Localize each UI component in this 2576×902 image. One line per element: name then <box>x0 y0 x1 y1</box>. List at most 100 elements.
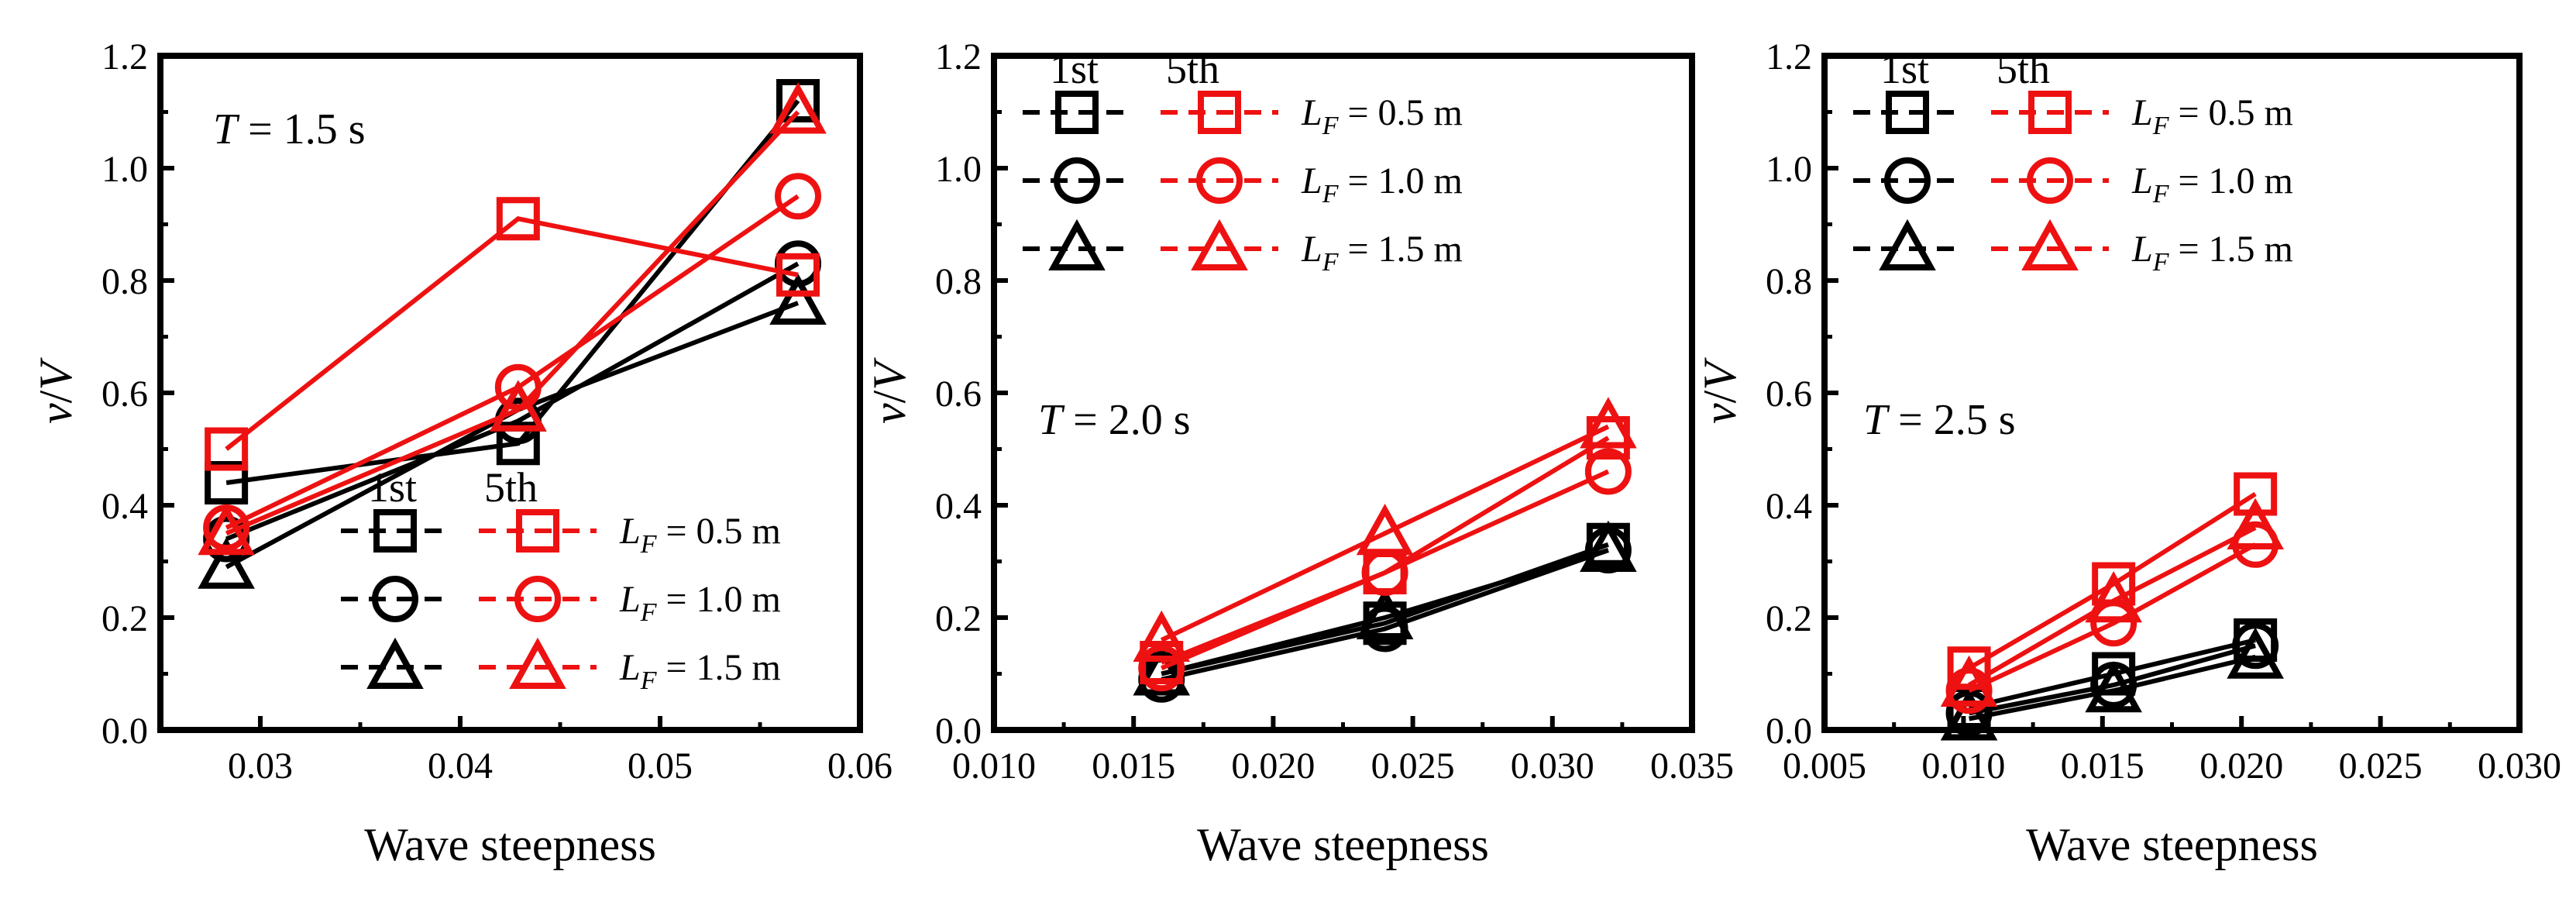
y-tick-label: 0.0 <box>101 711 148 752</box>
y-tick-label: 0.2 <box>101 598 148 639</box>
series-line <box>1161 469 1610 671</box>
legend-marker-1st <box>372 576 418 622</box>
data-point <box>776 253 820 297</box>
legend-subscript: F <box>1322 248 1340 277</box>
legend-header-1st: 1st <box>1880 46 1929 92</box>
series-5 <box>198 82 827 556</box>
chart-panel-b: 0.0 0.2 0.4 0.6 0.8 1.0 1.2 0.010 0.015 0.020 0.02… <box>864 36 1734 870</box>
series-5 <box>1133 397 1637 662</box>
series-line <box>1161 548 1609 682</box>
y-axis-label-sep: / <box>1694 390 1745 403</box>
series-line <box>1968 525 2257 687</box>
legend-marker-5th <box>514 576 561 622</box>
period-symbol: T <box>213 105 240 153</box>
period-annotation: T = 2.5 s <box>1863 396 2016 444</box>
x-tick-label: 0.020 <box>2199 745 2283 787</box>
legend-symbol: L <box>2131 160 2153 201</box>
data-point <box>2085 661 2142 713</box>
y-tick-label: 1.2 <box>101 36 148 77</box>
x-tick-label: 0.010 <box>952 745 1036 787</box>
x-tick-label: 0.03 <box>228 745 293 787</box>
data-point <box>1580 520 1637 572</box>
data-point <box>1133 610 1191 662</box>
chart-panel-a: 0.0 0.2 0.4 0.6 0.8 1.0 1.2 0.03 0.04 0.05 0.06 Wav… <box>30 36 892 870</box>
legend-value: = 0.5 m <box>2168 92 2292 133</box>
y-axis-label: v/V <box>864 357 915 424</box>
legend-marker-5th <box>2027 157 2073 204</box>
series-2 <box>1940 627 2284 741</box>
y-tick-label: 1.2 <box>1766 36 1812 77</box>
legend-value: = 0.5 m <box>656 511 780 552</box>
legend-subscript: F <box>640 530 658 559</box>
legend-header-5th: 5th <box>1166 46 1219 92</box>
legend-value: = 1.0 m <box>1338 160 1462 201</box>
period-annotation: T = 1.5 s <box>213 105 366 153</box>
y-axis-label-main: v <box>1694 403 1745 424</box>
legend-marker-5th <box>2028 91 2072 134</box>
legend-value: = 1.5 m <box>656 647 780 688</box>
y-axis-label-main: v <box>30 403 81 424</box>
data-point <box>776 79 820 122</box>
legend-subscript: F <box>1322 112 1340 140</box>
legend-header-1st: 1st <box>1050 46 1099 92</box>
x-tick-label: 0.035 <box>1650 745 1734 787</box>
y-axis-label-den: V <box>30 357 81 391</box>
series-line <box>1968 638 2256 710</box>
legend-marker-1st <box>1054 157 1100 204</box>
legend-marker-5th <box>516 509 559 553</box>
period-annotation: T = 2.0 s <box>1038 396 1191 444</box>
y-tick-label: 0.4 <box>935 486 982 527</box>
x-tick-label: 0.04 <box>428 745 493 787</box>
legend-label: LF = 1.0 m <box>1301 160 1463 208</box>
legend-value: = 1.5 m <box>2168 229 2292 270</box>
data-point <box>1945 667 1993 714</box>
y-tick-label: 0.6 <box>1766 374 1812 415</box>
legend-marker-5th <box>1198 91 1241 134</box>
legend-value: = 1.0 m <box>2168 160 2292 201</box>
legend-marker-1st <box>1886 91 1929 134</box>
data-point <box>198 504 255 556</box>
legend-label: LF = 0.5 m <box>619 511 781 559</box>
legend-symbol: L <box>1301 92 1322 133</box>
legend-header-1st: 1st <box>368 464 417 511</box>
legend-header-5th: 5th <box>1996 46 2050 92</box>
data-point <box>1356 587 1414 639</box>
y-axis-label: v/V <box>30 357 81 424</box>
legend-subscript: F <box>2152 112 2170 140</box>
x-tick-label: 0.015 <box>1092 745 1175 787</box>
legend-header-5th: 5th <box>484 464 538 511</box>
y-tick-label: 0.4 <box>101 486 148 527</box>
series-5 <box>1940 497 2284 707</box>
legend-subscript: F <box>2152 180 2170 208</box>
legend-label: LF = 0.5 m <box>2131 92 2293 140</box>
data-point <box>1947 646 1991 690</box>
data-point <box>769 82 827 134</box>
y-axis-label-main: v <box>864 403 915 424</box>
legend-label: LF = 1.5 m <box>619 647 781 695</box>
y-tick-label: 0.2 <box>935 598 982 639</box>
y-tick-label: 1.0 <box>101 149 148 190</box>
series-line <box>225 261 800 542</box>
data-point <box>2085 571 2142 623</box>
period-value: = 2.5 s <box>1887 396 2015 444</box>
legend-label: LF = 1.0 m <box>2131 160 2293 208</box>
x-tick-label: 0.010 <box>1921 745 2005 787</box>
y-tick-label: 0.4 <box>1766 486 1812 527</box>
y-axis-label-sep: / <box>864 390 915 403</box>
series-line <box>1968 542 2257 693</box>
x-axis-label: Wave steepness <box>2026 819 2318 870</box>
data-point <box>2232 622 2279 670</box>
data-point <box>1584 448 1632 495</box>
legend-marker-5th <box>1196 157 1243 204</box>
legend-value: = 0.5 m <box>1338 92 1462 133</box>
data-point <box>2234 472 2278 516</box>
series-line <box>1161 548 1609 676</box>
data-point <box>205 427 249 471</box>
series-line <box>1969 654 2256 721</box>
y-axis-label-sep: / <box>30 390 81 403</box>
data-point <box>1940 655 1998 707</box>
legend-marker-1st <box>366 637 424 689</box>
